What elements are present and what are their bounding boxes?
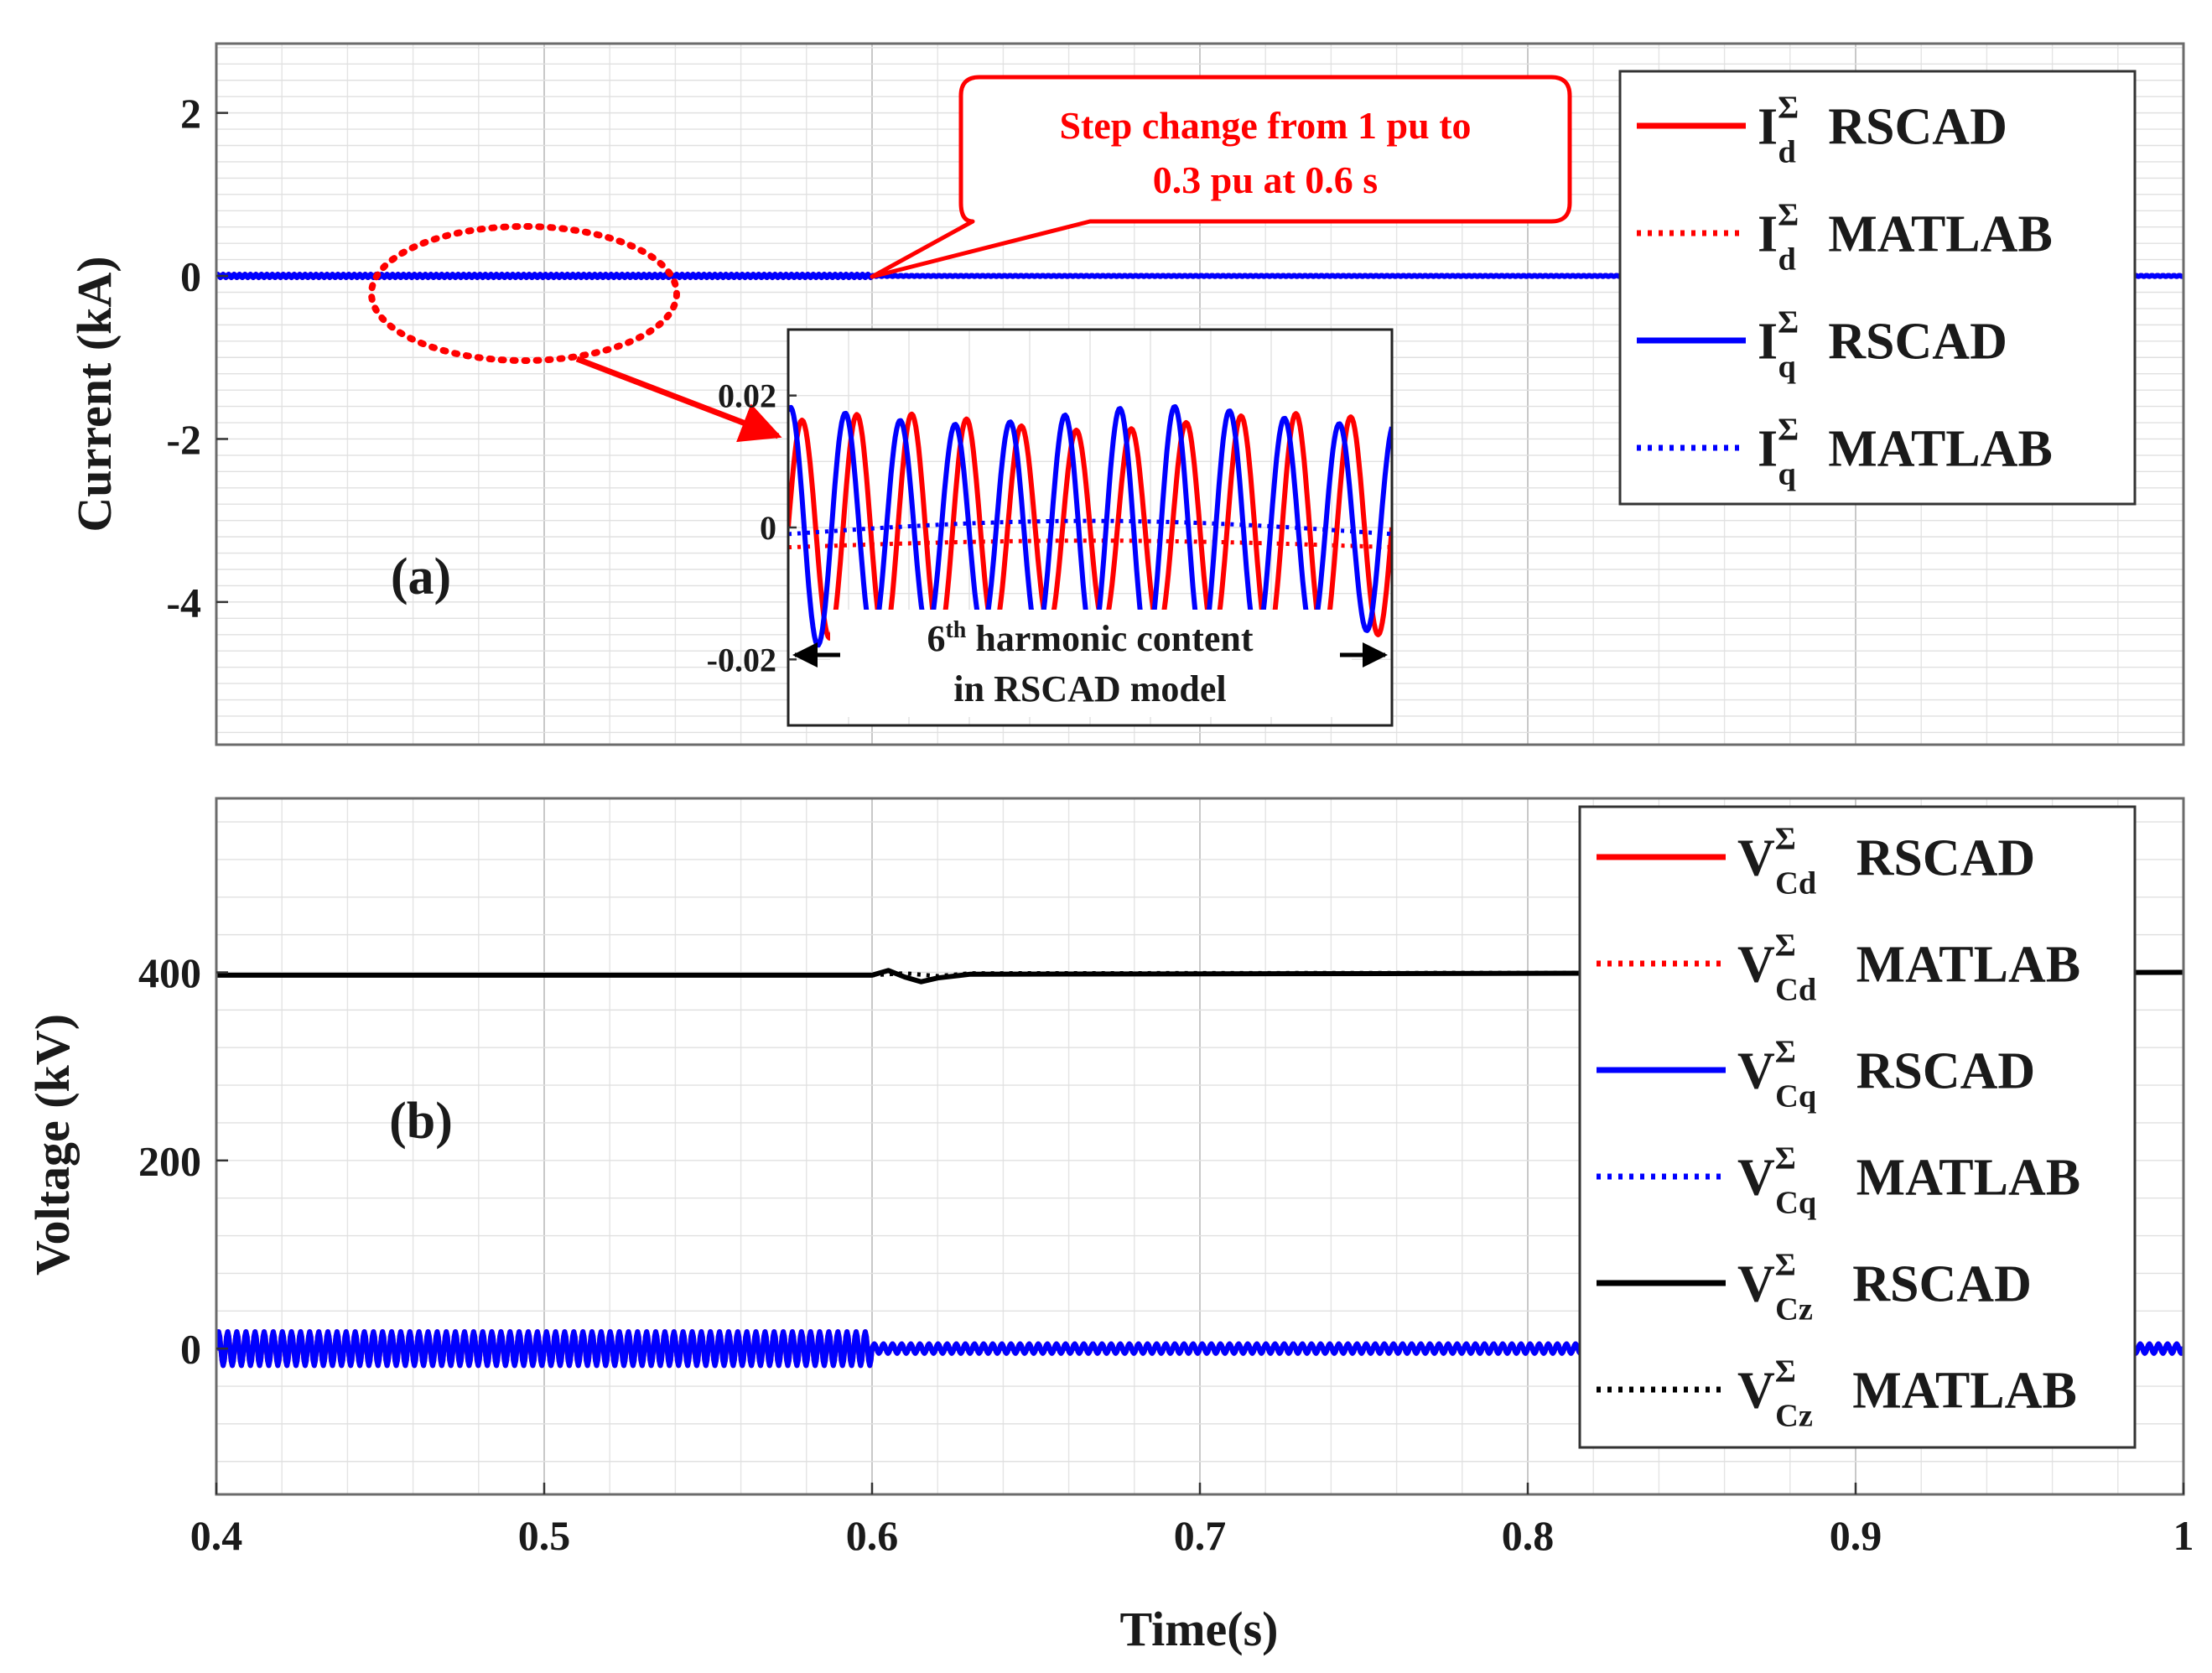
legend-b: VΣ Cd RSCAD VΣ Cd MATLAB VΣ Cq RSCAD VΣ Cq MATL… [1578,805,2137,1449]
legend-a-entry-text: IΣ d MATLAB [1758,198,2053,278]
legend-b-entry-text: VΣ Cz RSCAD [1737,1248,2032,1327]
panel-a: 2 0 -2 -4 Current (kA) (a) Step change from… [67,42,2185,746]
inset-annotation-line-1: 6th harmonic content [927,617,1253,659]
legend-b-entry-text: VΣ Cd MATLAB [1737,928,2080,1008]
panel-b-y-tick-label: 200 [138,1137,201,1184]
legend-b-entry-text: VΣ Cd RSCAD [1737,822,2035,901]
panel-b: 400 200 0 0.4 0.5 0.6 0.7 0.8 0.9 1 Voltage (kV)… [25,797,2194,1656]
zoom-arrow [575,356,782,443]
panel-a-y-tick-label: 0 [180,253,201,300]
legend-b-entry-text: VΣ Cq MATLAB [1737,1141,2080,1221]
panel-b-ylabel: Voltage (kV) [25,1014,80,1276]
legend-b-entries: VΣ Cd RSCAD VΣ Cd MATLAB VΣ Cq RSCAD VΣ Cq MATL… [1597,822,2080,1434]
panel-b-y-tick-label: 0 [180,1326,201,1373]
inset-annotation-bg [830,610,1352,717]
panel-b-x-tick-label: 0.9 [1830,1512,1882,1559]
panel-a-frame [215,42,2185,746]
panel-b-series-5-line [216,970,2183,979]
panel-a-label: (a) [391,548,451,605]
panel-b-x-tick-label: 1 [2173,1512,2194,1559]
panel-b-x-tick-label: 0.6 [846,1512,899,1559]
legend-b-entry-text: VΣ Cz MATLAB [1737,1354,2077,1434]
panel-b-x-tick-label: 0.7 [1174,1512,1227,1559]
inset: 0.02 0 -0.02 6th harmonic content in RSCAD… [707,328,1394,727]
legend-a-entries: IΣ d RSCAD IΣ d MATLAB IΣ q RSCAD IΣ q MATLAB [1637,91,2053,492]
legend-a: IΣ d RSCAD IΣ d MATLAB IΣ q RSCAD IΣ q MATLAB [1618,70,2137,506]
zoom-ellipse [368,223,680,364]
panel-b-label: (b) [389,1093,453,1150]
inset-annotation-line-2: in RSCAD model [953,668,1226,709]
panel-b-xlabel: Time(s) [1119,1602,1278,1656]
panel-b-x-tick-label: 0.4 [190,1512,243,1559]
callout-line-2: 0.3 pu at 0.6 s [1153,158,1378,201]
panel-a-y-tick-label: -2 [166,416,201,463]
panel-a-y-ticks: 2 0 -2 -4 [166,90,228,626]
callout-bubble [870,75,1572,279]
legend-a-box [1618,70,2137,506]
panel-b-x-tick-label: 0.8 [1502,1512,1555,1559]
legend-a-entry-text: IΣ d RSCAD [1758,91,2007,170]
callout: Step change from 1 pu to 0.3 pu at 0.6 s [870,75,1572,279]
callout-line-1: Step change from 1 pu to [1059,104,1471,147]
panel-a-y-tick-label: 2 [180,90,201,137]
legend-a-entry-text: IΣ q RSCAD [1758,305,2007,385]
panel-a-ylabel: Current (kA) [67,256,122,532]
panel-b-y-tick-label: 400 [138,949,201,996]
panel-a-y-tick-label: -4 [166,579,201,626]
inset-y-tick-label: -0.02 [707,641,776,678]
inset-y-ticks: 0.02 0 -0.02 [707,377,797,678]
panel-b-x-ticks: 0.4 0.5 0.6 0.7 0.8 0.9 1 [190,1483,2194,1559]
panel-b-x-tick-label: 0.5 [518,1512,571,1559]
inset-y-tick-label: 0 [760,509,776,547]
legend-a-entry-text: IΣ q MATLAB [1758,413,2053,492]
legend-b-entry-text: VΣ Cq RSCAD [1737,1035,2035,1114]
inset-y-tick-label: 0.02 [718,377,776,415]
legend-b-box [1578,805,2137,1449]
panel-b-y-ticks: 400 200 0 [138,949,228,1373]
